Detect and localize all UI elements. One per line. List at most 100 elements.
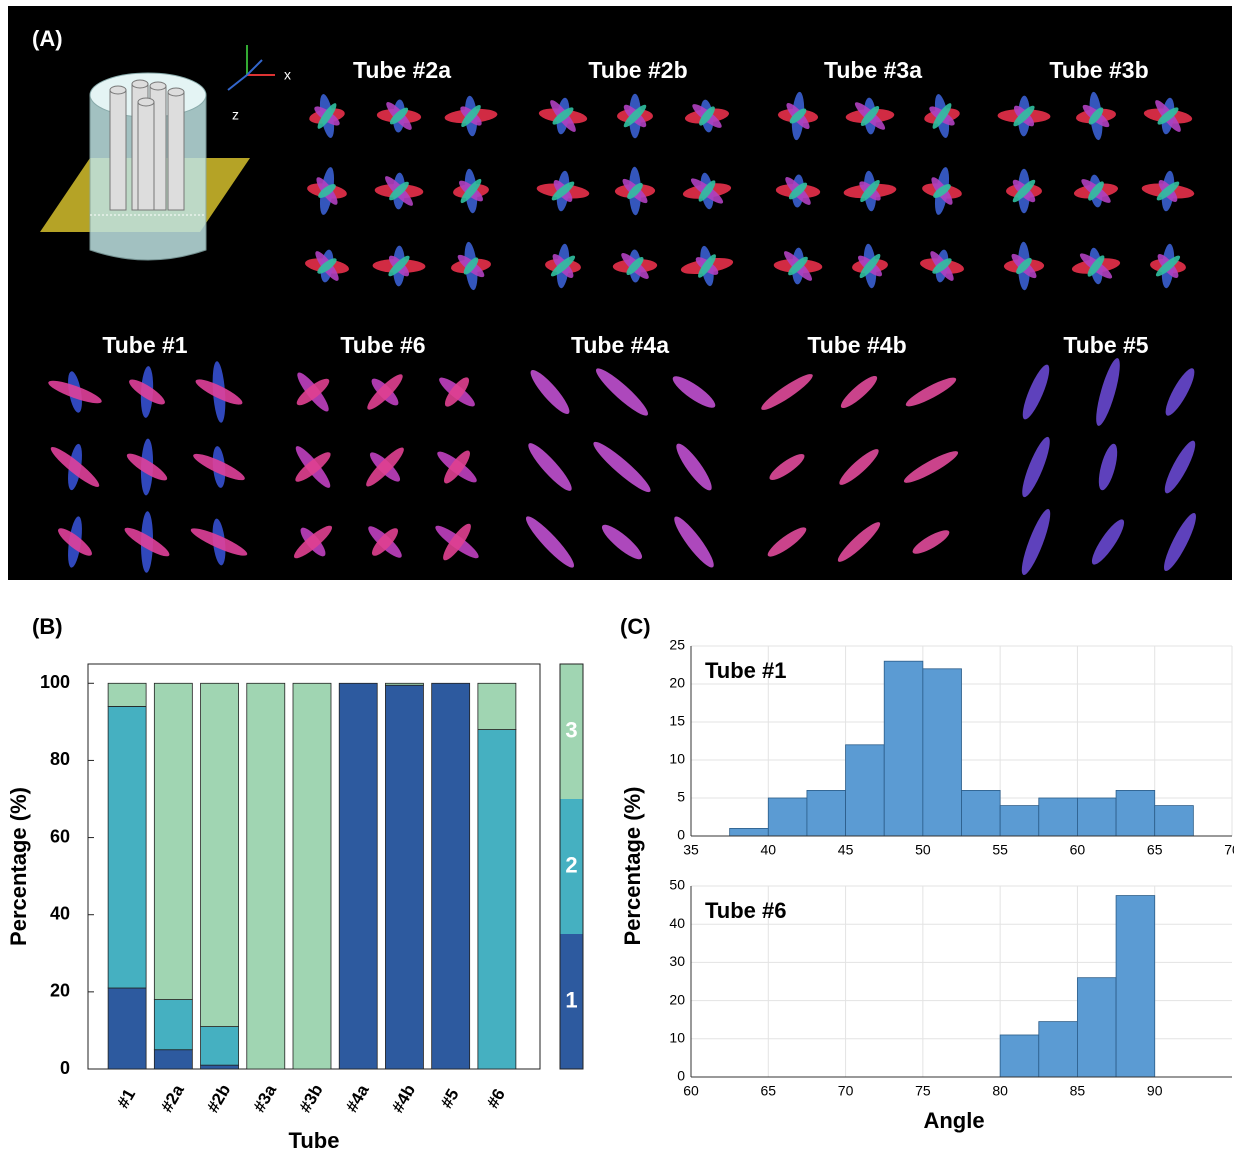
tube-label: Tube #3b: [1049, 57, 1148, 83]
annotation: Tube #6: [705, 898, 787, 923]
x-tick-label: #2b: [203, 1081, 234, 1116]
x-tick-label: 50: [915, 842, 931, 858]
bar-segment: [154, 1050, 192, 1069]
histogram-bar: [884, 661, 923, 836]
legend-label: 2: [565, 852, 577, 877]
x-axis-label: Tube: [289, 1128, 340, 1153]
legend-label: 3: [565, 717, 577, 742]
tube-label: Tube #5: [1063, 332, 1148, 358]
y-tick-label: 20: [50, 981, 70, 1001]
panel-label: (A): [32, 26, 63, 51]
x-tick-label: 65: [760, 1083, 776, 1099]
y-tick-label: 25: [669, 637, 685, 653]
tube-label: Tube #6: [340, 332, 425, 358]
axis-icon-label: x: [284, 67, 291, 83]
histogram-bar: [1000, 806, 1039, 836]
x-tick-label: 70: [1224, 842, 1234, 858]
x-tick-label: 65: [1147, 842, 1163, 858]
histogram-bar: [1000, 1035, 1039, 1077]
x-tick-label: #5: [437, 1086, 463, 1112]
x-tick-label: 55: [992, 842, 1008, 858]
bar-segment: [154, 1000, 192, 1050]
bar-segment: [201, 1027, 239, 1066]
x-tick-label: 35: [683, 842, 699, 858]
x-tick-label: 70: [838, 1083, 854, 1099]
panel-label: (C): [620, 614, 651, 639]
x-tick-label: 75: [915, 1083, 931, 1099]
y-tick-label: 80: [50, 749, 70, 769]
y-tick-label: 30: [669, 953, 685, 969]
y-tick-label: 0: [677, 1068, 685, 1084]
panel-label: (B): [32, 614, 63, 639]
legend-label: 1: [565, 987, 577, 1012]
histogram-bar: [1155, 806, 1194, 836]
bar-segment: [293, 683, 331, 1069]
bar-segment: [385, 685, 423, 1069]
y-tick-label: 50: [669, 877, 685, 893]
x-tick-label: 90: [1147, 1083, 1163, 1099]
histogram-bar: [1039, 798, 1078, 836]
x-tick-label: #2a: [157, 1081, 188, 1116]
x-tick-label: #1: [113, 1086, 139, 1112]
x-tick-label: 45: [838, 842, 854, 858]
x-tick-label: 80: [992, 1083, 1008, 1099]
x-tick-label: 40: [760, 842, 776, 858]
x-tick-label: 60: [1070, 842, 1086, 858]
bar-segment: [339, 683, 377, 1069]
histogram-bar: [1116, 790, 1155, 836]
x-tick-label: 85: [1070, 1083, 1086, 1099]
bar-segment: [201, 1065, 239, 1069]
annotation: Tube #1: [705, 658, 787, 683]
y-tick-label: 20: [669, 675, 685, 691]
histogram-bar: [923, 669, 962, 836]
figure: (A) (B) (C) x z Tube #2a Tube #2b Tube #3a…: [0, 0, 1234, 1156]
x-tick-label: #6: [483, 1086, 509, 1112]
tube-label: Tube #2b: [588, 57, 687, 83]
bar-segment: [201, 683, 239, 1026]
histogram-bar: [962, 790, 1001, 836]
bar-segment: [108, 706, 146, 988]
y-axis-label: Percentage (%): [620, 787, 645, 946]
x-axis-label: Angle: [923, 1108, 984, 1133]
histogram-bar: [1039, 1022, 1078, 1077]
histogram-bar: [1116, 896, 1155, 1077]
bar-segment: [432, 683, 470, 1069]
y-tick-label: 40: [669, 915, 685, 931]
histogram-bar: [1077, 798, 1116, 836]
y-tick-label: 0: [677, 827, 685, 843]
y-axis-label: Percentage (%): [6, 787, 31, 946]
x-tick-label: 60: [683, 1083, 699, 1099]
tube-label: Tube #3a: [824, 57, 922, 83]
bar-segment: [154, 683, 192, 999]
y-tick-label: 20: [669, 991, 685, 1007]
y-tick-label: 15: [669, 713, 685, 729]
x-tick-label: #4b: [388, 1081, 419, 1116]
page: (A) (B) (C) x z Tube #2a Tube #2b Tube #3a…: [0, 0, 1234, 1156]
bar-segment: [108, 683, 146, 706]
y-tick-label: 40: [50, 903, 70, 923]
tube-label: Tube #2a: [353, 57, 451, 83]
y-tick-label: 10: [669, 1030, 685, 1046]
y-tick-label: 60: [50, 826, 70, 846]
histogram-bar: [846, 745, 885, 836]
y-tick-label: 5: [677, 789, 685, 805]
bar-segment: [478, 730, 516, 1069]
bar-segment: [385, 683, 423, 685]
axis-icon-label: z: [232, 107, 239, 123]
histogram-bar: [1077, 978, 1116, 1077]
y-tick-label: 0: [60, 1058, 70, 1078]
tube-label: Tube #4a: [571, 332, 669, 358]
y-tick-label: 10: [669, 751, 685, 767]
y-tick-label: 100: [40, 672, 70, 692]
histogram-bar: [768, 798, 807, 836]
histogram-bar: [730, 828, 769, 836]
bar-segment: [247, 683, 285, 1069]
x-tick-label: #3a: [250, 1081, 281, 1116]
histogram-bar: [807, 790, 846, 836]
x-tick-label: #4a: [342, 1081, 373, 1116]
bar-segment: [478, 683, 516, 729]
tube-label: Tube #4b: [807, 332, 906, 358]
tube-label: Tube #1: [102, 332, 187, 358]
x-tick-label: #3b: [296, 1081, 327, 1116]
bar-segment: [108, 988, 146, 1069]
